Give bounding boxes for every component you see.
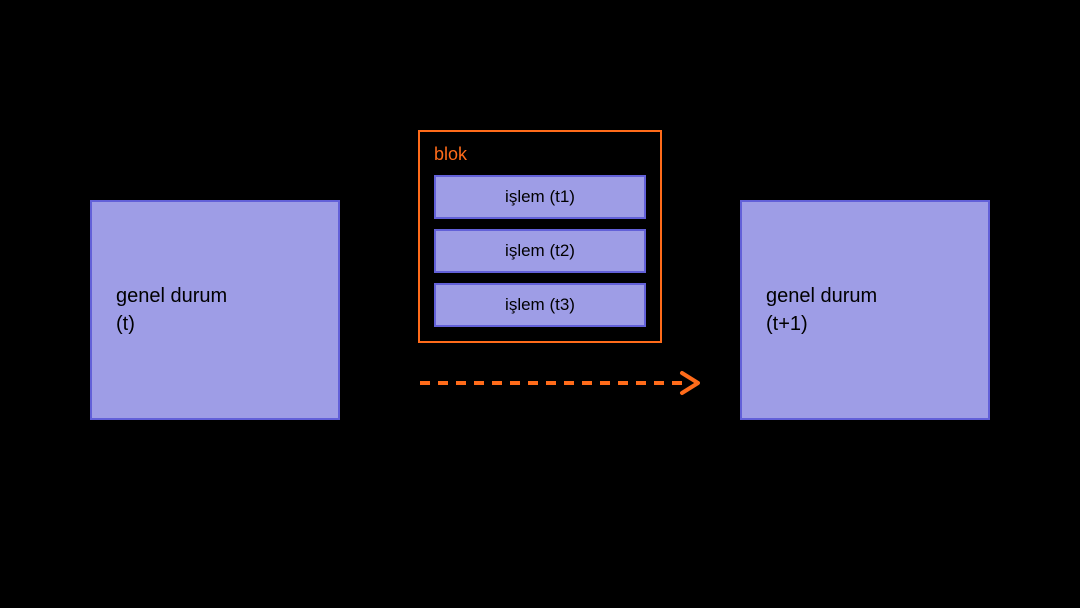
transaction-box: işlem (t2)	[434, 229, 646, 273]
transaction-box: işlem (t1)	[434, 175, 646, 219]
state-box-t: genel durum (t)	[90, 200, 340, 420]
state-label-t-line1: genel durum	[116, 282, 338, 310]
state-label-t-line2: (t)	[116, 310, 338, 338]
state-box-t-plus-1: genel durum (t+1)	[740, 200, 990, 420]
block-container: blok işlem (t1) işlem (t2) işlem (t3)	[418, 130, 662, 343]
state-label-t1-line2: (t+1)	[766, 310, 988, 338]
transaction-box: işlem (t3)	[434, 283, 646, 327]
block-title: blok	[434, 144, 646, 165]
transition-arrow-icon	[420, 368, 700, 398]
state-label-t1-line1: genel durum	[766, 282, 988, 310]
transaction-list: işlem (t1) işlem (t2) işlem (t3)	[434, 175, 646, 327]
